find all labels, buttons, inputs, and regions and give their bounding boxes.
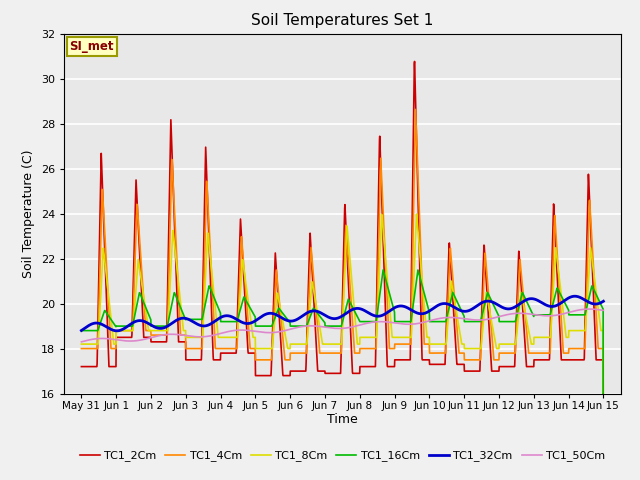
Title: Soil Temperatures Set 1: Soil Temperatures Set 1 — [252, 13, 433, 28]
TC1_4Cm — [554, 255, 561, 261]
TC1_32Cm — [113, 328, 121, 334]
TC1_2Cm — [411, 59, 419, 64]
TC1_32Cm — [223, 313, 231, 319]
TC1_50Cm — [77, 339, 85, 345]
TC1_16Cm — [494, 312, 502, 317]
TC1_2Cm — [357, 364, 365, 370]
Text: SI_met: SI_met — [70, 40, 114, 53]
TC1_2Cm — [369, 364, 376, 370]
TC1_16Cm — [380, 267, 387, 273]
TC1_4Cm — [77, 346, 85, 351]
TC1_16Cm — [77, 328, 85, 334]
TC1_32Cm — [600, 299, 607, 304]
TC1_50Cm — [369, 319, 376, 325]
TC1_4Cm — [357, 346, 365, 351]
TC1_32Cm — [568, 294, 576, 300]
Line: TC1_8Cm: TC1_8Cm — [81, 214, 604, 480]
Line: TC1_50Cm: TC1_50Cm — [81, 309, 604, 342]
TC1_16Cm — [568, 312, 576, 318]
X-axis label: Time: Time — [327, 413, 358, 426]
Line: TC1_32Cm: TC1_32Cm — [81, 296, 604, 331]
TC1_8Cm — [554, 260, 561, 265]
Line: TC1_16Cm: TC1_16Cm — [81, 270, 604, 480]
TC1_50Cm — [357, 322, 365, 327]
TC1_50Cm — [223, 329, 231, 335]
TC1_2Cm — [77, 364, 85, 370]
TC1_4Cm — [223, 346, 231, 351]
TC1_2Cm — [223, 350, 231, 356]
TC1_2Cm — [494, 368, 502, 374]
TC1_16Cm — [554, 286, 561, 291]
Line: TC1_4Cm: TC1_4Cm — [81, 109, 604, 480]
TC1_32Cm — [358, 306, 365, 312]
TC1_8Cm — [369, 335, 376, 340]
TC1_32Cm — [77, 328, 85, 334]
Y-axis label: Soil Temperature (C): Soil Temperature (C) — [22, 149, 35, 278]
TC1_50Cm — [600, 308, 607, 313]
TC1_50Cm — [554, 312, 561, 318]
TC1_8Cm — [77, 341, 85, 347]
TC1_50Cm — [494, 314, 502, 320]
TC1_50Cm — [586, 306, 593, 312]
TC1_50Cm — [568, 309, 575, 314]
TC1_8Cm — [413, 211, 420, 217]
TC1_8Cm — [568, 328, 576, 334]
TC1_4Cm — [369, 346, 376, 351]
Legend: TC1_2Cm, TC1_4Cm, TC1_8Cm, TC1_16Cm, TC1_32Cm, TC1_50Cm: TC1_2Cm, TC1_4Cm, TC1_8Cm, TC1_16Cm, TC1… — [76, 446, 609, 466]
TC1_32Cm — [369, 312, 376, 318]
TC1_32Cm — [494, 302, 502, 308]
TC1_8Cm — [357, 335, 365, 340]
TC1_4Cm — [412, 107, 419, 112]
TC1_16Cm — [357, 319, 365, 324]
TC1_16Cm — [369, 319, 376, 324]
TC1_32Cm — [554, 302, 561, 308]
TC1_8Cm — [223, 335, 231, 340]
TC1_32Cm — [571, 293, 579, 299]
TC1_8Cm — [494, 346, 502, 351]
TC1_4Cm — [568, 346, 576, 351]
TC1_2Cm — [554, 278, 561, 284]
TC1_16Cm — [223, 319, 231, 324]
TC1_4Cm — [494, 357, 502, 363]
TC1_2Cm — [568, 357, 576, 363]
Line: TC1_2Cm: TC1_2Cm — [81, 61, 604, 480]
